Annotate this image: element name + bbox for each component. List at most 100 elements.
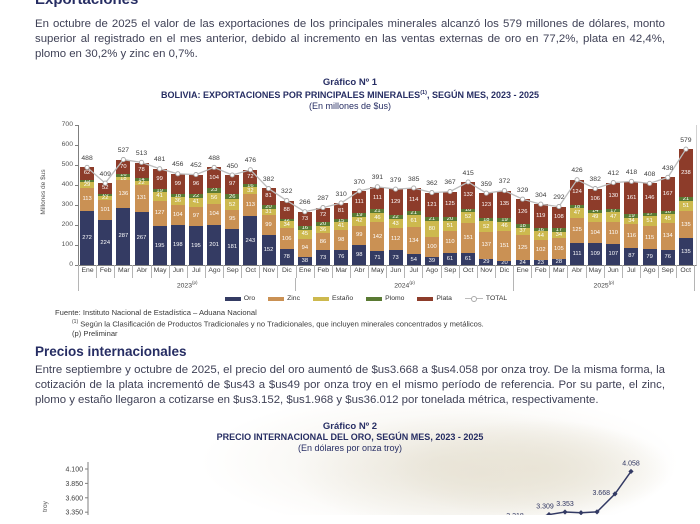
bar-segment-value: 94 (301, 244, 309, 251)
bar-segment-value: 46 (374, 214, 381, 221)
bar-segment-value: 17 (555, 226, 563, 233)
chart1-units-label: (En millones de $us) (308, 101, 392, 111)
bar-segment-plata: 108 (551, 206, 566, 229)
bar-segment-value: 131 (136, 195, 147, 202)
bar-segment-plata: 238 (678, 149, 693, 197)
year-preliminary-mark: (p) (409, 280, 415, 285)
month-label: Sep (440, 265, 459, 278)
bar-segment-zinc: 115 (642, 226, 657, 250)
source-line: Fuente: Instituto Nacional de Estadístic… (55, 308, 257, 317)
bar-segment-value: 151 (463, 234, 473, 241)
bar-segment-plata: 125 (443, 191, 457, 217)
chart1-y-tick-label: 600 (61, 141, 73, 148)
bar-segment-zinc: 86 (315, 233, 330, 251)
bar-segment-value: 238 (681, 169, 691, 176)
bar-segment-oro: 287 (116, 207, 131, 265)
bar-segment-value: 42 (356, 218, 363, 225)
bar-segment-estaño: 51 (642, 216, 657, 227)
bar-segment-value: 137 (481, 242, 492, 249)
bar-segment-value: 136 (118, 190, 129, 197)
bar-segment-zinc: 113 (243, 193, 258, 217)
bar-segment-zinc: 104 (207, 204, 222, 225)
chart2-y-axis-title-fragment: troy (42, 500, 49, 512)
bar-segment-oro: 28 (551, 259, 566, 266)
bar-segment-value: 181 (227, 243, 238, 250)
chart1-subtitle-footnote-mark: (1) (420, 90, 427, 96)
bar-segment-plata: 99 (170, 174, 185, 194)
bar-segment-zinc: 101 (98, 200, 113, 221)
total-value-label: 476 (244, 157, 257, 165)
bar-segment-estaño: 41 (334, 222, 349, 231)
bar-segment-value: 106 (590, 196, 601, 203)
bar-segment-value: 198 (172, 242, 183, 249)
bar-segment-plata: 97 (225, 174, 240, 195)
total-value-label: 385 (408, 175, 420, 183)
bar-segment-value: 86 (319, 238, 327, 245)
bar-segment-estaño: 45 (297, 229, 312, 239)
bar-segment-value: 111 (354, 199, 364, 206)
bar-segment-value: 113 (82, 196, 92, 203)
bar-segment-oro: 38 (297, 257, 312, 265)
bar-segment-zinc: 104 (588, 222, 603, 244)
legend-item-total: TOTAL (464, 295, 507, 302)
gold-price-marker (612, 491, 618, 497)
bar-segment-value: 102 (535, 247, 546, 254)
total-value-label: 450 (226, 162, 238, 170)
bar-segment-estaño: 52 (479, 221, 494, 232)
month-label: Abr (132, 265, 150, 278)
bar-segment-plomo: 16 (116, 172, 131, 178)
chart1-subtitle-rest: , SEGÚN MES, 2023 - 2025 (426, 90, 539, 100)
chart1-y-tick-label: 700 (61, 121, 73, 128)
bar-segment-value: 96 (192, 181, 200, 188)
gold-price-label: 3.353 (556, 501, 574, 508)
bar-segment-estaño: 61 (406, 215, 421, 228)
bar-segment-value: 88 (283, 207, 290, 214)
month-label: Ago (639, 265, 658, 278)
bar-segment-plata: 130 (606, 182, 621, 209)
chart1-y-tick-mark (75, 125, 78, 126)
bar-segment-plata: 73 (297, 211, 312, 227)
bar-segment-plata: 135 (497, 190, 512, 218)
bar-segment-value: 41 (156, 193, 163, 200)
month-label: Jul (186, 265, 205, 278)
chart2-y-tick-label: 3.350 (65, 510, 83, 515)
bar-segment-value: 129 (390, 199, 401, 206)
bar-segment-value: 22 (392, 214, 399, 221)
total-value-label: 382 (262, 176, 275, 184)
chart2-y-tick-label: 3.600 (65, 495, 83, 502)
chart2-title: Gráfico Nº 2 (322, 421, 378, 433)
gold-price-label: 4.058 (622, 460, 640, 467)
year-preliminary-mark: (p) (191, 280, 198, 285)
bar-segment-value: 18 (519, 222, 526, 229)
bar-segment-value: 15 (337, 217, 345, 224)
bar-segment-zinc: 131 (134, 185, 149, 212)
bar-segment-value: 121 (427, 201, 437, 208)
bar-segment-value: 112 (390, 236, 401, 243)
total-value-label: 527 (117, 147, 130, 155)
bar-segment-oro: 224 (98, 220, 113, 265)
legend-label: Oro (243, 295, 256, 302)
chart1-title: Gráfico Nº 1 (322, 77, 378, 88)
bar-segment-value: 51 (446, 222, 454, 229)
bar-segment-value: 111 (572, 250, 582, 257)
bar-segment-estaño: 56 (207, 192, 222, 204)
total-value-label: 452 (190, 162, 202, 170)
bar-segment-value: 16 (537, 226, 544, 233)
bar-segment-oro: 109 (588, 243, 603, 265)
bar-segment-value: 124 (572, 189, 582, 196)
bar-segment-value: 34 (555, 231, 563, 238)
bar-segment-oro: 71 (370, 250, 385, 265)
preliminar-line: (p) Preliminar (72, 328, 118, 338)
month-label: May (585, 265, 604, 278)
bar-segment-value: 28 (555, 259, 563, 266)
bar-segment-estaño: 49 (588, 212, 603, 223)
month-label: Jul (621, 265, 640, 278)
bar-segment-plomo: 16 (243, 183, 258, 189)
bar-segment-plomo: 19 (624, 213, 639, 219)
gold-price-label: 3.218 (506, 513, 524, 515)
bar-segment-value: 73 (392, 254, 399, 261)
bar-segment-value: 135 (681, 221, 691, 228)
bar-segment-plomo: 18 (479, 217, 494, 223)
bar-segment-value: 51 (682, 202, 690, 209)
bar-segment-plomo: 19 (352, 212, 367, 218)
